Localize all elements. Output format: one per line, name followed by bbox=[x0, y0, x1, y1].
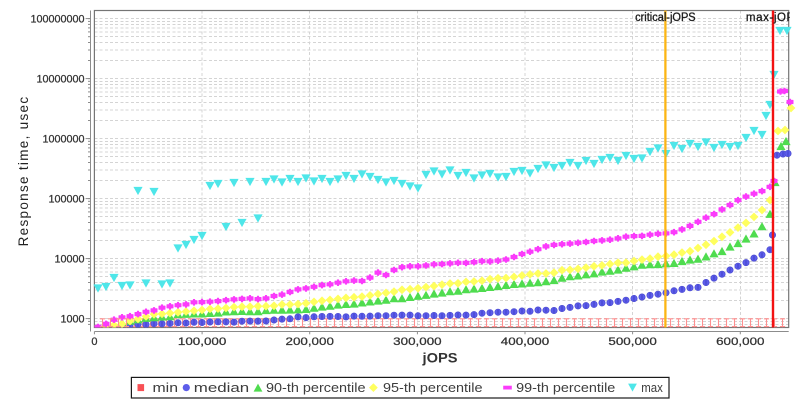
svg-text:1000000: 1000000 bbox=[42, 133, 84, 145]
svg-text:1000: 1000 bbox=[60, 313, 84, 325]
svg-text:max: max bbox=[641, 380, 663, 395]
svg-text:300,000: 300,000 bbox=[393, 336, 441, 348]
svg-text:max-jOPS: max-jOPS bbox=[746, 12, 800, 24]
svg-text:100000: 100000 bbox=[48, 193, 84, 205]
svg-text:100,000: 100,000 bbox=[178, 336, 226, 348]
svg-text:0: 0 bbox=[91, 336, 97, 348]
svg-text:Response time, usec: Response time, usec bbox=[16, 96, 31, 247]
svg-text:min: min bbox=[153, 380, 179, 395]
svg-text:median: median bbox=[194, 380, 249, 395]
svg-text:100000000: 100000000 bbox=[30, 13, 84, 25]
svg-text:200,000: 200,000 bbox=[286, 336, 334, 348]
svg-text:10000000: 10000000 bbox=[36, 73, 84, 85]
svg-text:600,000: 600,000 bbox=[716, 336, 764, 348]
svg-text:99-th percentile: 99-th percentile bbox=[516, 380, 615, 395]
svg-text:jOPS: jOPS bbox=[421, 351, 457, 366]
svg-text:critical-jOPS: critical-jOPS bbox=[635, 12, 696, 24]
svg-text:10000: 10000 bbox=[54, 253, 84, 265]
svg-text:500,000: 500,000 bbox=[608, 336, 656, 348]
svg-text:400,000: 400,000 bbox=[501, 336, 549, 348]
svg-text:90-th percentile: 90-th percentile bbox=[266, 380, 366, 395]
svg-text:95-th percentile: 95-th percentile bbox=[383, 380, 483, 395]
